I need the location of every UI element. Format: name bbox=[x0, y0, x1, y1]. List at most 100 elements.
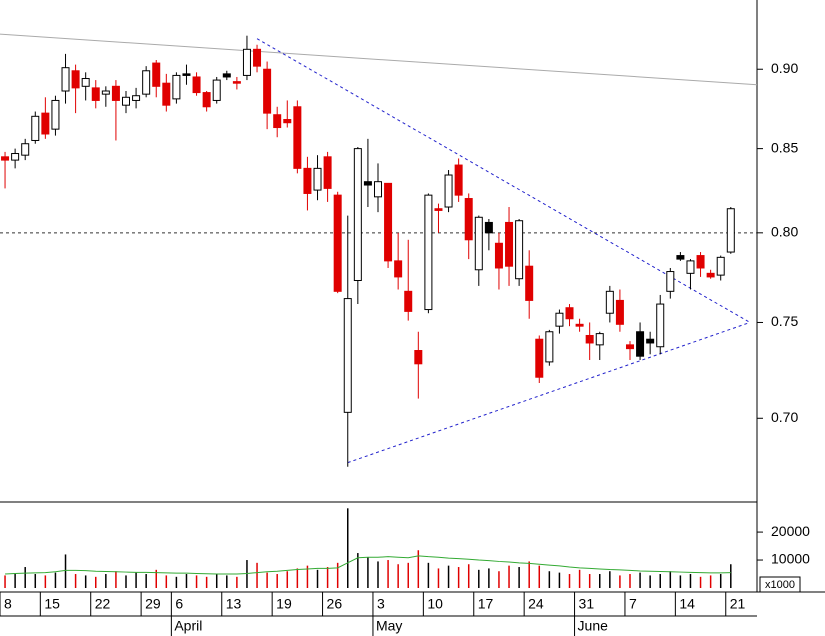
x-tick-label: 8 bbox=[4, 596, 12, 612]
candle-body bbox=[615, 299, 624, 325]
candle-body bbox=[535, 338, 544, 378]
candle-body bbox=[313, 167, 322, 191]
candle-body bbox=[454, 164, 463, 196]
y-tick-label: 0.70 bbox=[771, 409, 798, 425]
candle-body bbox=[726, 208, 735, 253]
x-tick-label: 29 bbox=[145, 596, 161, 612]
candle-body bbox=[696, 255, 705, 269]
candle-body bbox=[363, 181, 372, 186]
volume-tick-label: 10000 bbox=[771, 551, 810, 567]
y-tick-label: 0.75 bbox=[771, 313, 798, 329]
candle-body bbox=[242, 48, 251, 76]
candle-body bbox=[91, 87, 100, 101]
candle-body bbox=[192, 76, 201, 94]
candle-body bbox=[343, 298, 352, 413]
candle-body bbox=[555, 312, 564, 327]
candle-body bbox=[111, 85, 120, 101]
candle-body bbox=[152, 62, 161, 87]
volume-tick-label: 20000 bbox=[771, 523, 810, 539]
candle-body bbox=[212, 79, 221, 101]
candle-body bbox=[414, 350, 423, 365]
candle-body bbox=[303, 167, 312, 194]
candle-body bbox=[575, 323, 584, 327]
candle-body bbox=[706, 272, 715, 278]
candle-body bbox=[646, 338, 655, 344]
candle-body bbox=[605, 290, 614, 314]
x-tick-label: 26 bbox=[327, 596, 343, 612]
y-tick-label: 0.90 bbox=[771, 60, 798, 76]
candle-body bbox=[353, 148, 362, 282]
x-tick-label: 17 bbox=[478, 596, 494, 612]
candle-body bbox=[585, 334, 594, 344]
candle-body bbox=[263, 68, 272, 114]
candle-body bbox=[484, 221, 493, 234]
x-tick-label: 24 bbox=[528, 596, 544, 612]
candle-body bbox=[202, 92, 211, 108]
y-tick-label: 0.85 bbox=[771, 139, 798, 155]
x-tick-label: 19 bbox=[276, 596, 292, 612]
x-tick-label: 31 bbox=[579, 596, 595, 612]
candle-body bbox=[515, 220, 524, 280]
candle-body bbox=[323, 156, 332, 189]
candle-body bbox=[444, 174, 453, 208]
trend-line bbox=[256, 38, 751, 323]
candle-body bbox=[142, 70, 151, 95]
candle-body bbox=[61, 67, 70, 92]
candle-body bbox=[253, 48, 262, 67]
candle-body bbox=[595, 333, 604, 346]
candle-body bbox=[1, 156, 10, 161]
x-tick-label: 10 bbox=[427, 596, 443, 612]
candle-body bbox=[394, 260, 403, 278]
month-label: June bbox=[578, 618, 609, 634]
x-tick-label: 7 bbox=[629, 596, 637, 612]
candle-body bbox=[525, 265, 534, 301]
candle-body bbox=[172, 74, 181, 100]
unit-box bbox=[759, 576, 801, 593]
candle-body bbox=[11, 153, 20, 161]
candle-body bbox=[494, 242, 503, 269]
candle-body bbox=[384, 182, 393, 262]
candle-body bbox=[273, 114, 282, 129]
candle-body bbox=[373, 181, 382, 198]
candle-body bbox=[636, 331, 645, 357]
candle-body bbox=[132, 95, 141, 101]
candle-body bbox=[464, 198, 473, 241]
candle-body bbox=[121, 96, 130, 106]
candle-body bbox=[81, 78, 90, 87]
x-tick-label: 22 bbox=[95, 596, 111, 612]
candle-body bbox=[41, 112, 50, 135]
candle-body bbox=[71, 70, 80, 89]
candle-body bbox=[545, 331, 554, 363]
candle-body bbox=[656, 303, 665, 348]
x-tick-label: 14 bbox=[679, 596, 695, 612]
x-tick-label: 15 bbox=[44, 596, 60, 612]
candle-body bbox=[182, 73, 191, 76]
candle-body bbox=[31, 115, 40, 141]
candle-body bbox=[625, 344, 634, 350]
month-label: May bbox=[376, 618, 402, 634]
candle-body bbox=[232, 81, 241, 84]
candle-body bbox=[293, 106, 302, 169]
candle-body bbox=[505, 221, 514, 267]
candle-body bbox=[404, 290, 413, 312]
candle-body bbox=[716, 256, 725, 276]
candle-body bbox=[676, 255, 685, 260]
candle-body bbox=[222, 73, 231, 78]
candle-body bbox=[283, 119, 292, 124]
candle-body bbox=[565, 307, 574, 320]
y-tick-label: 0.80 bbox=[771, 224, 798, 240]
trend-line bbox=[347, 321, 751, 464]
month-label: April bbox=[174, 618, 202, 634]
volume-unit: x1000 bbox=[765, 579, 795, 591]
candle-body bbox=[162, 82, 171, 106]
x-tick-label: 13 bbox=[226, 596, 242, 612]
candle-body bbox=[434, 208, 443, 211]
x-tick-label: 6 bbox=[175, 596, 183, 612]
candle-body bbox=[686, 260, 695, 274]
candle-body bbox=[333, 194, 342, 292]
candle-body bbox=[424, 194, 433, 311]
trend-line bbox=[0, 33, 758, 86]
